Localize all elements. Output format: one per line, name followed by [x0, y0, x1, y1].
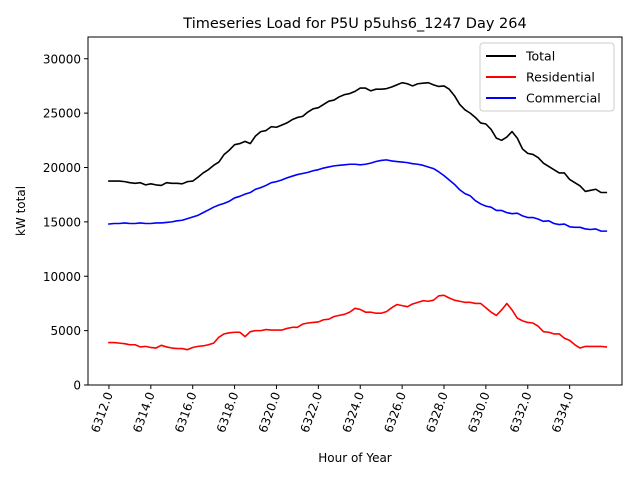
legend-box — [479, 42, 615, 112]
y-tick-label: 25000 — [43, 107, 81, 121]
legend-label-commercial: Commercial — [526, 91, 601, 106]
y-tick-label: 5000 — [50, 324, 81, 338]
series-line-commercial — [108, 159, 608, 232]
x-axis-label: Hour of Year — [318, 451, 392, 465]
y-tick-label: 30000 — [43, 52, 81, 66]
legend-items: Total Residential Commercial — [486, 49, 601, 106]
legend: Total Residential Commercial — [479, 42, 615, 112]
y-tick-label: 0 — [73, 379, 81, 393]
legend-label-total: Total — [525, 49, 555, 64]
y-axis: 0 5000 10000 15000 20000 25000 30000 — [43, 52, 88, 393]
y-tick-label: 15000 — [43, 215, 81, 229]
series-layer — [108, 81, 608, 351]
y-tick-label: 10000 — [43, 270, 81, 284]
series-line-residential — [108, 294, 608, 351]
y-tick-label: 20000 — [43, 161, 81, 175]
legend-label-residential: Residential — [526, 70, 595, 85]
series-line-total — [108, 81, 608, 194]
chart-title: Timeseries Load for P5U p5uhs6_1247 Day … — [182, 16, 526, 32]
plot-frame — [87, 36, 623, 386]
y-axis-label: kW total — [14, 186, 28, 236]
